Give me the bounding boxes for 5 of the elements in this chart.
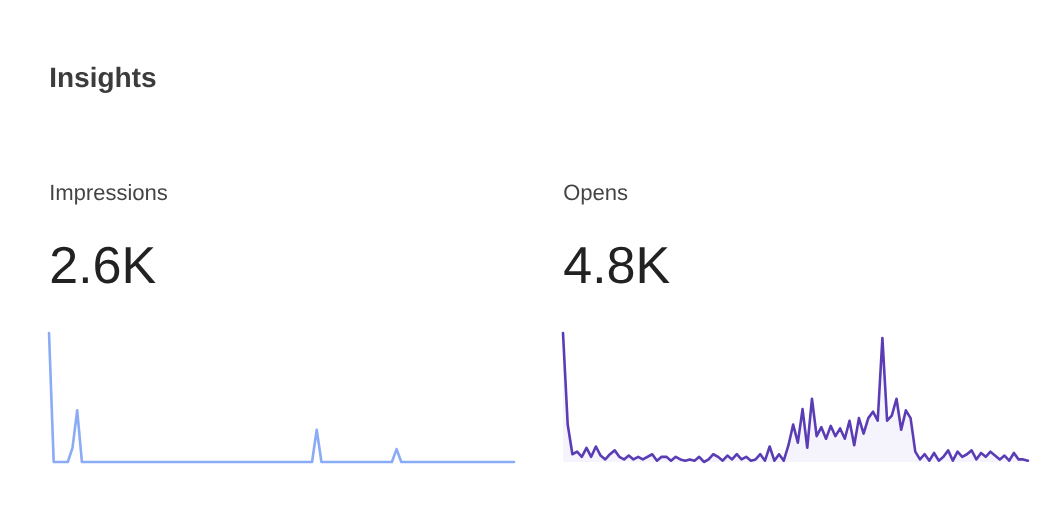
chart-subtitle: 4.8K — [564, 246, 670, 284]
chart-title: Impressions — [51, 184, 167, 205]
chart-title: Opens — [564, 184, 628, 205]
text: Insights — [51, 66, 156, 93]
chart-subtitle: 2.6K — [51, 246, 156, 284]
